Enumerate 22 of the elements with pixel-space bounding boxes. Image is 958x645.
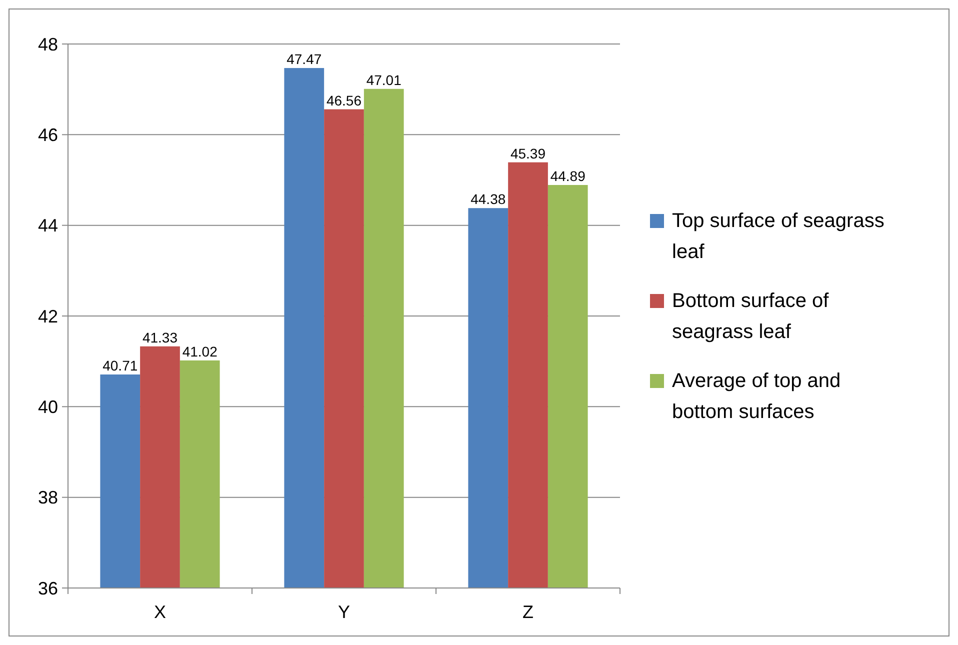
legend-label: Average of top and bottom surfaces — [672, 370, 841, 423]
legend-label: Bottom surface of seagrass leaf — [672, 290, 830, 343]
data-label: 41.33 — [142, 329, 178, 346]
y-tick-label: 48 — [38, 34, 58, 54]
data-label: 47.47 — [286, 51, 322, 68]
y-tick-label: 46 — [38, 124, 58, 145]
x-tick-label: Z — [522, 602, 534, 622]
y-tick-label: 38 — [38, 488, 58, 508]
data-label: 46.56 — [326, 92, 362, 108]
y-tick-label: 44 — [38, 216, 58, 236]
x-tick-label: X — [154, 602, 166, 622]
data-label: 40.71 — [102, 357, 138, 374]
y-tick-label: 42 — [38, 306, 58, 326]
x-tick-label: Y — [338, 602, 350, 622]
data-label: 41.02 — [182, 343, 218, 360]
data-label: 44.89 — [550, 168, 586, 184]
y-tick-label: 36 — [38, 578, 58, 598]
data-label: 45.39 — [510, 145, 546, 162]
data-label: 44.38 — [470, 191, 506, 208]
data-label: 47.01 — [366, 72, 402, 88]
legend-label: Top surface of seagrass leaf — [672, 210, 884, 263]
y-tick-label: 40 — [38, 396, 58, 417]
